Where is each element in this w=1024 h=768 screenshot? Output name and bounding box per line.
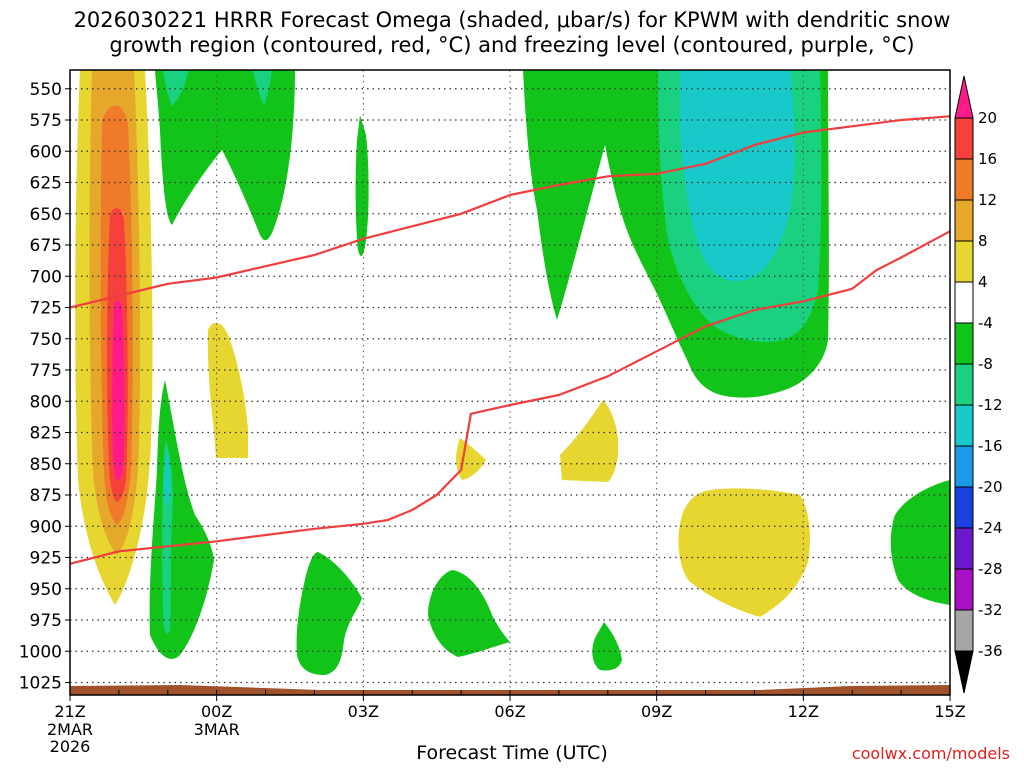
colorbar: 20 16 12 8 4 -4 -8 -12 -16 -20 -24 -28 -32 -36 <box>954 75 1003 694</box>
x-tick-label: 09Z <box>641 702 672 721</box>
colorbar-band <box>954 363 974 406</box>
y-tick-label: 725 <box>30 299 62 319</box>
colorbar-band <box>954 322 974 365</box>
colorbar-band <box>954 281 974 324</box>
y-tick-label: 800 <box>30 392 62 412</box>
x-date-label: 3MAR <box>194 720 240 739</box>
colorbar-band <box>954 240 974 283</box>
x-tick-label: 15Z <box>934 702 965 721</box>
y-tick-label: 825 <box>30 424 62 444</box>
y-tick-label: 625 <box>30 174 62 194</box>
colorbar-label: 20 <box>978 109 997 127</box>
colorbar-band <box>954 609 974 652</box>
colorbar-label: -12 <box>978 396 1003 414</box>
colorbar-label: -28 <box>978 560 1003 578</box>
y-tick-label: 750 <box>30 330 62 350</box>
credit-link[interactable]: coolwx.com/models <box>851 744 1010 763</box>
x-tick-label: 03Z <box>348 702 379 721</box>
omega-region-neg-02z <box>296 552 362 675</box>
colorbar-label: -8 <box>978 355 993 373</box>
omega-region-neg-16-east <box>680 70 795 281</box>
dgz-contours <box>70 115 950 565</box>
y-axis: 550 575 600 625 650 675 700 725 750 775 800 825 850 8… <box>19 80 70 694</box>
colorbar-bottom-triangle <box>954 650 974 694</box>
colorbar-band <box>954 568 974 611</box>
colorbar-label: 8 <box>978 232 988 250</box>
y-tick-label: 1000 <box>19 642 62 662</box>
colorbar-label: -24 <box>978 519 1003 537</box>
x-tick-label: 06Z <box>494 702 525 721</box>
colorbar-label: 16 <box>978 150 997 168</box>
omega-region-neg-12-23z <box>162 440 173 634</box>
y-tick-label: 975 <box>30 611 62 631</box>
colorbar-band <box>954 527 974 570</box>
omega-region-pos-00z <box>207 323 248 458</box>
colorbar-label: 12 <box>978 191 997 209</box>
chart-title-line-1: 2026030221 HRRR Forecast Omega (shaded, … <box>73 8 951 32</box>
omega-region-neg-12a <box>163 70 188 106</box>
chart-title-line-2: growth region (contoured, red, °C) and f… <box>109 33 915 57</box>
colorbar-label: -16 <box>978 437 1003 455</box>
omega-region-neg-05z <box>428 570 510 657</box>
colorbar-label: -20 <box>978 478 1003 496</box>
omega-region-neg-08z <box>592 622 622 671</box>
plot-grid <box>69 70 951 695</box>
y-tick-label: 575 <box>30 111 62 131</box>
omega-region-neg-23z <box>149 380 214 659</box>
omega-region-pos-05z <box>456 438 486 480</box>
omega-region-pos-11z <box>678 488 810 617</box>
colorbar-band <box>954 486 974 529</box>
y-tick-label: 650 <box>30 205 62 225</box>
y-tick-label: 675 <box>30 236 62 256</box>
x-date-label: 2MAR <box>47 720 93 739</box>
omega-region-neg-16-23z <box>165 450 171 506</box>
dgz-lower-contour <box>70 230 950 565</box>
x-tick-label: 00Z <box>201 702 232 721</box>
x-tick-label: 21Z <box>54 702 85 721</box>
y-tick-label: 850 <box>30 455 62 475</box>
colorbar-band <box>954 445 974 488</box>
colorbar-top-triangle <box>954 75 974 119</box>
y-tick-label: 900 <box>30 517 62 537</box>
omega-region-neg-small-03z <box>355 115 369 257</box>
y-tick-label: 775 <box>30 361 62 381</box>
colorbar-band <box>954 199 974 242</box>
colorbar-label: -36 <box>978 642 1003 660</box>
colorbar-label: -32 <box>978 601 1003 619</box>
colorbar-label: 4 <box>978 273 988 291</box>
colorbar-label: -4 <box>978 314 993 332</box>
y-tick-label: 600 <box>30 142 62 162</box>
x-tick-label: 12Z <box>788 702 819 721</box>
colorbar-band <box>954 404 974 447</box>
omega-region-pos-20 <box>112 300 125 480</box>
colorbar-band <box>954 117 974 160</box>
omega-region-neg-12b <box>253 70 272 105</box>
y-tick-label: 550 <box>30 80 62 100</box>
omega-region-neg-8 <box>155 70 295 241</box>
y-tick-label: 950 <box>30 580 62 600</box>
dgz-upper-contour <box>70 115 950 309</box>
omega-region-pos-07z <box>560 400 619 482</box>
y-tick-label: 700 <box>30 267 62 287</box>
colorbar-band <box>954 158 974 201</box>
y-tick-label: 925 <box>30 549 62 569</box>
x-date-label: 2026 <box>50 737 91 756</box>
x-axis-title: Forecast Time (UTC) <box>416 742 608 764</box>
omega-shading <box>70 70 950 695</box>
y-tick-label: 1025 <box>19 674 62 694</box>
y-tick-label: 875 <box>30 486 62 506</box>
omega-region-neg-15z <box>890 480 950 605</box>
